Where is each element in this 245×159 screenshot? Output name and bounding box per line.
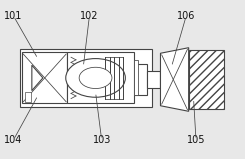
Bar xyxy=(20,49,152,107)
Bar xyxy=(134,60,138,95)
Text: 102: 102 xyxy=(80,11,99,21)
Bar xyxy=(189,50,224,109)
Bar xyxy=(67,52,134,103)
Bar xyxy=(24,92,31,102)
Circle shape xyxy=(66,59,125,97)
Bar xyxy=(22,52,67,103)
Text: 103: 103 xyxy=(93,135,111,145)
Text: 104: 104 xyxy=(4,135,23,145)
Circle shape xyxy=(79,67,112,89)
Polygon shape xyxy=(32,65,43,91)
Bar xyxy=(134,64,147,95)
Polygon shape xyxy=(160,48,189,111)
Text: 105: 105 xyxy=(187,135,205,145)
Text: 106: 106 xyxy=(177,11,196,21)
Text: 101: 101 xyxy=(4,11,23,21)
Bar xyxy=(147,71,160,88)
